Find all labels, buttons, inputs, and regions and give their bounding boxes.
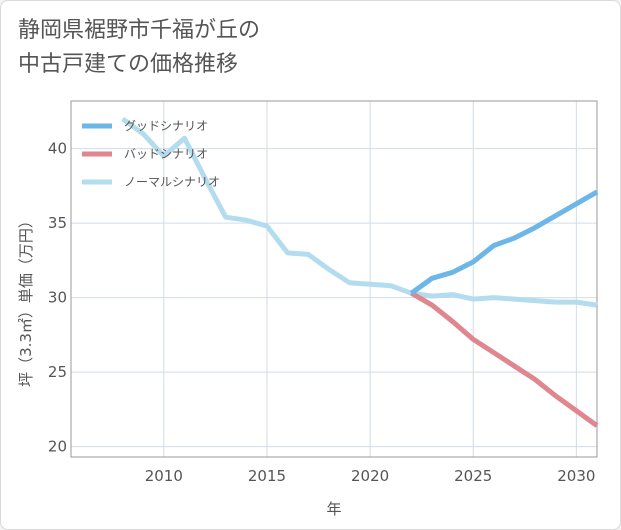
x-tick-labels: 2010 2015 2020 2025 2030 bbox=[145, 467, 596, 485]
y-axis-title: 坪（3.3㎡）単価（万円） bbox=[17, 213, 35, 387]
x-tick-label: 2015 bbox=[248, 467, 286, 485]
legend-good-scenario-label: グッドシナリオ bbox=[124, 119, 208, 133]
x-axis-title: 年 bbox=[326, 500, 341, 518]
y-tick-label: 40 bbox=[48, 140, 67, 158]
chart-title-line1: 静岡県裾野市千福が丘の bbox=[18, 18, 261, 43]
normal-scenario-line bbox=[121, 116, 598, 308]
good-scenario-line bbox=[409, 189, 599, 296]
chart-title-line2: 中古戸建ての価格推移 bbox=[18, 52, 239, 77]
chart-title: 静岡県裾野市千福が丘の 中古戸建ての価格推移 bbox=[18, 14, 598, 82]
y-tick-labels: 20 25 30 35 40 bbox=[48, 140, 67, 456]
x-tick-label: 2010 bbox=[145, 467, 183, 485]
x-tick-label: 2020 bbox=[351, 467, 389, 485]
y-tick-label: 25 bbox=[48, 363, 67, 381]
legend-bad-scenario-label: バッドシナリオ bbox=[124, 147, 208, 161]
x-tick-label: 2025 bbox=[454, 467, 492, 485]
y-tick-label: 20 bbox=[48, 438, 67, 456]
legend-normal-scenario-label: ノーマルシナリオ bbox=[124, 175, 220, 189]
series-layer bbox=[121, 116, 599, 428]
bad-scenario-line bbox=[410, 291, 599, 428]
x-tick-label: 2030 bbox=[557, 467, 595, 485]
plot-area bbox=[70, 100, 598, 458]
y-tick-label: 30 bbox=[48, 289, 67, 307]
y-tick-label: 35 bbox=[48, 214, 67, 232]
